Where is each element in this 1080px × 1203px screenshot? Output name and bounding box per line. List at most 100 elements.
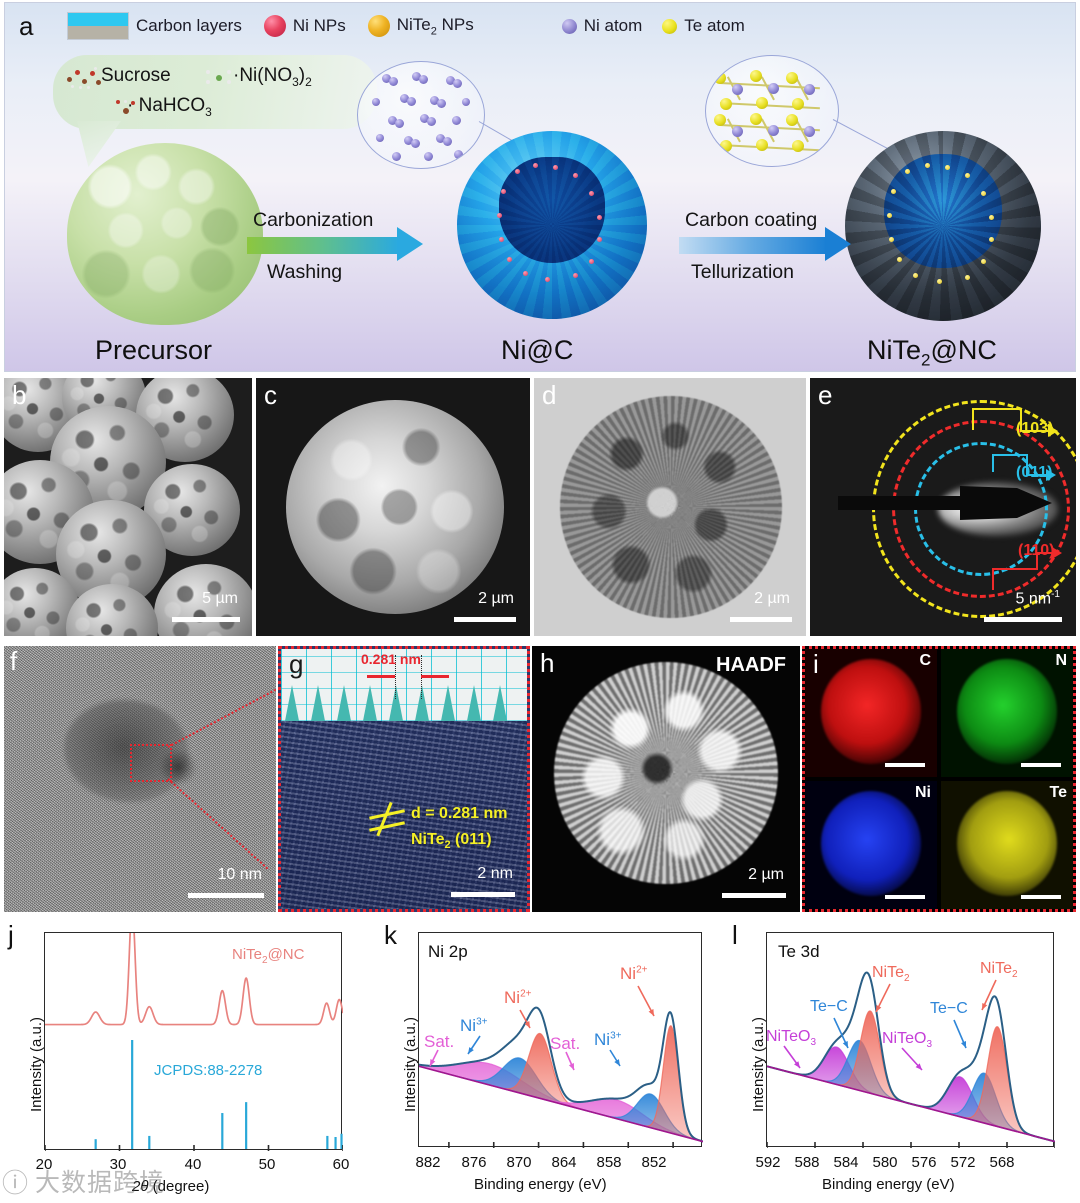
ni-atom-magnifier — [357, 61, 485, 169]
legend-label-ni-atom: Ni atom — [583, 16, 643, 35]
panel-g-scalebar-label: 2 nm — [477, 865, 513, 882]
panel-g-marker-left — [395, 655, 396, 699]
saed-leader-110-v — [992, 570, 994, 590]
panel-f-scalebar — [188, 893, 264, 898]
eds-map-ni: Ni — [805, 781, 937, 909]
panel-k-xtick-882: 882 — [415, 1154, 441, 1171]
panel-k-title: Ni 2p — [428, 942, 468, 961]
arrow-carbon-coating: Carbon coating Tellurization — [673, 209, 873, 293]
saed-leader-110-h2 — [1036, 552, 1054, 554]
panel-c-scalebar-label: 2 µm — [478, 590, 514, 607]
saed-leader-110-v2 — [1036, 552, 1038, 570]
panel-b-letter: b — [12, 380, 27, 410]
panel-k-annot-ni2plus-2: Ni2+ — [620, 964, 648, 983]
panel-k-plot-area — [418, 932, 703, 1148]
panel-k-annot-sat-2: Sat. — [550, 1034, 581, 1053]
panel-l-xps-te3d-chart: l Te 3d 592 588 584 580 576 572 568 Bind… — [726, 916, 1076, 1203]
panel-d-scalebar — [730, 617, 792, 622]
panel-g-dim-arrow-right — [421, 675, 449, 678]
panel-a-schematic: a Carbon layers Ni NPs NiTe2 NPs Ni atom — [4, 2, 1076, 372]
panel-b-scalebar — [172, 617, 240, 622]
panel-l-annot-te-c-1: Te−C — [810, 998, 848, 1015]
eds-label-c: C — [919, 652, 931, 669]
panel-g-intensity-profile: 0.281 nm — [281, 649, 527, 721]
saed-arrowhead-110 — [1052, 547, 1062, 559]
saed-arrowhead-103 — [1048, 425, 1058, 437]
panel-b-scalebar-label: 5 µm — [202, 590, 238, 607]
panel-j-letter: j — [8, 920, 14, 950]
arrow-label-washing: Washing — [267, 261, 343, 283]
panel-j-reference-label: JCPDS:88-2278 — [154, 1062, 263, 1079]
legend-item-carbon-layers: Carbon layers — [67, 12, 242, 40]
legend-label-carbon-layers: Carbon layers — [136, 16, 242, 35]
saed-arrowhead-011 — [1046, 469, 1056, 481]
panel-l-xtick-576: 576 — [911, 1154, 937, 1171]
panel-g-spacing-callout: 0.281 nm — [361, 651, 421, 667]
panel-f-letter: f — [10, 646, 18, 676]
panel-l-annot-niteo3-1: NiTeO3 — [766, 1028, 817, 1049]
saed-leader-011-v — [992, 454, 994, 472]
step-label-nite2-at-nc: NiTe2@NC — [867, 335, 997, 370]
saed-leader-103-v2 — [1020, 408, 1022, 432]
panel-a-letter: a — [19, 11, 34, 41]
panel-j-xtick-20: 20 — [35, 1156, 53, 1173]
panel-g-dim-arrow-left — [367, 675, 395, 678]
eds-scalebar-n — [1021, 763, 1061, 767]
saed-label-011: (011) — [1016, 464, 1053, 481]
bicarbonate-molecule-icon — [113, 99, 139, 119]
panel-j-xtick-30: 30 — [109, 1156, 127, 1173]
legend-item-nite2-nps: NiTe2 NPs — [367, 14, 474, 38]
ni-atom-dot-icon — [561, 18, 577, 34]
precursor-sphere — [67, 143, 263, 325]
panel-k-xps-ni2p-chart: k Ni 2p 882 876 870 864 858 852 Binding … — [382, 916, 728, 1203]
legend-label-nite2-nps: NiTe2 NPs — [396, 14, 474, 38]
panel-l-annot-nite2-2: NiTe2 — [980, 960, 1018, 981]
saed-leader-011-h — [992, 454, 1028, 456]
panel-d-particle — [560, 396, 782, 618]
eds-map-n: N — [941, 649, 1073, 777]
panel-a-legend: Carbon layers Ni NPs NiTe2 NPs Ni atom T… — [5, 3, 1075, 49]
panel-i-eds-maps: C N Ni Te i — [802, 646, 1076, 912]
panel-h-particle — [554, 662, 778, 884]
panel-j-svg — [45, 933, 343, 1151]
saed-leader-011-v2 — [1026, 454, 1028, 476]
panel-f-zoom-box — [130, 744, 172, 782]
panel-c-sem-single: c 2 µm — [256, 378, 530, 636]
ni-np-sphere-icon — [263, 15, 286, 37]
panel-h-scalebar-label: 2 µm — [748, 866, 784, 883]
panel-l-annot-niteo3-2: NiTeO3 — [882, 1030, 933, 1051]
panel-j-xrd-chart: j NiTe2@NC JCPDS:88-2278 20 30 40 50 60 … — [4, 916, 376, 1203]
nite2-np-dots — [845, 131, 1041, 321]
panel-k-annot-ni3plus-1: Ni3+ — [460, 1016, 488, 1035]
carbon-layers-swatch-icon — [67, 12, 129, 40]
panel-k-xtick-858: 858 — [596, 1154, 622, 1171]
saed-leader-103-v — [972, 408, 974, 430]
panel-k-annot-ni2plus-1: Ni2+ — [504, 988, 532, 1007]
panel-l-annot-nite2-1: NiTe2 — [872, 964, 910, 985]
panel-k-xaxis-title: Binding energy (eV) — [474, 1176, 607, 1193]
panel-k-xtick-864: 864 — [551, 1154, 577, 1171]
sucrose-molecule-icon — [65, 65, 105, 93]
panel-l-svg — [767, 971, 1055, 1148]
panel-g-letter: g — [289, 649, 304, 679]
arrow-label-carbon-coating: Carbon coating — [685, 209, 818, 231]
step-label-ni-at-c: Ni@C — [501, 335, 574, 365]
legend-label-te-atom: Te atom — [684, 16, 745, 35]
panel-l-letter: l — [732, 920, 738, 950]
saed-leader-103-h2 — [1020, 430, 1050, 432]
panel-f-nanoparticle — [64, 700, 188, 802]
panel-k-svg — [419, 1006, 703, 1148]
panel-h-haadf: h HAADF 2 µm — [532, 646, 800, 912]
panel-l-xaxis-title: Binding energy (eV) — [822, 1176, 955, 1193]
ni-at-c-sphere — [457, 131, 647, 319]
panel-l-plot-area — [766, 932, 1055, 1148]
panel-j-xtick-60: 60 — [332, 1156, 350, 1173]
panel-c-letter: c — [264, 380, 277, 410]
panel-e-letter: e — [818, 380, 833, 410]
panel-j-plot-area — [44, 932, 343, 1151]
arrow-label-tellurization: Tellurization — [691, 261, 794, 283]
bubble-line-1b: ·Ni(NO3)2 — [233, 65, 312, 89]
panel-c-scalebar — [454, 617, 516, 622]
panel-l-xtick-584: 584 — [833, 1154, 859, 1171]
